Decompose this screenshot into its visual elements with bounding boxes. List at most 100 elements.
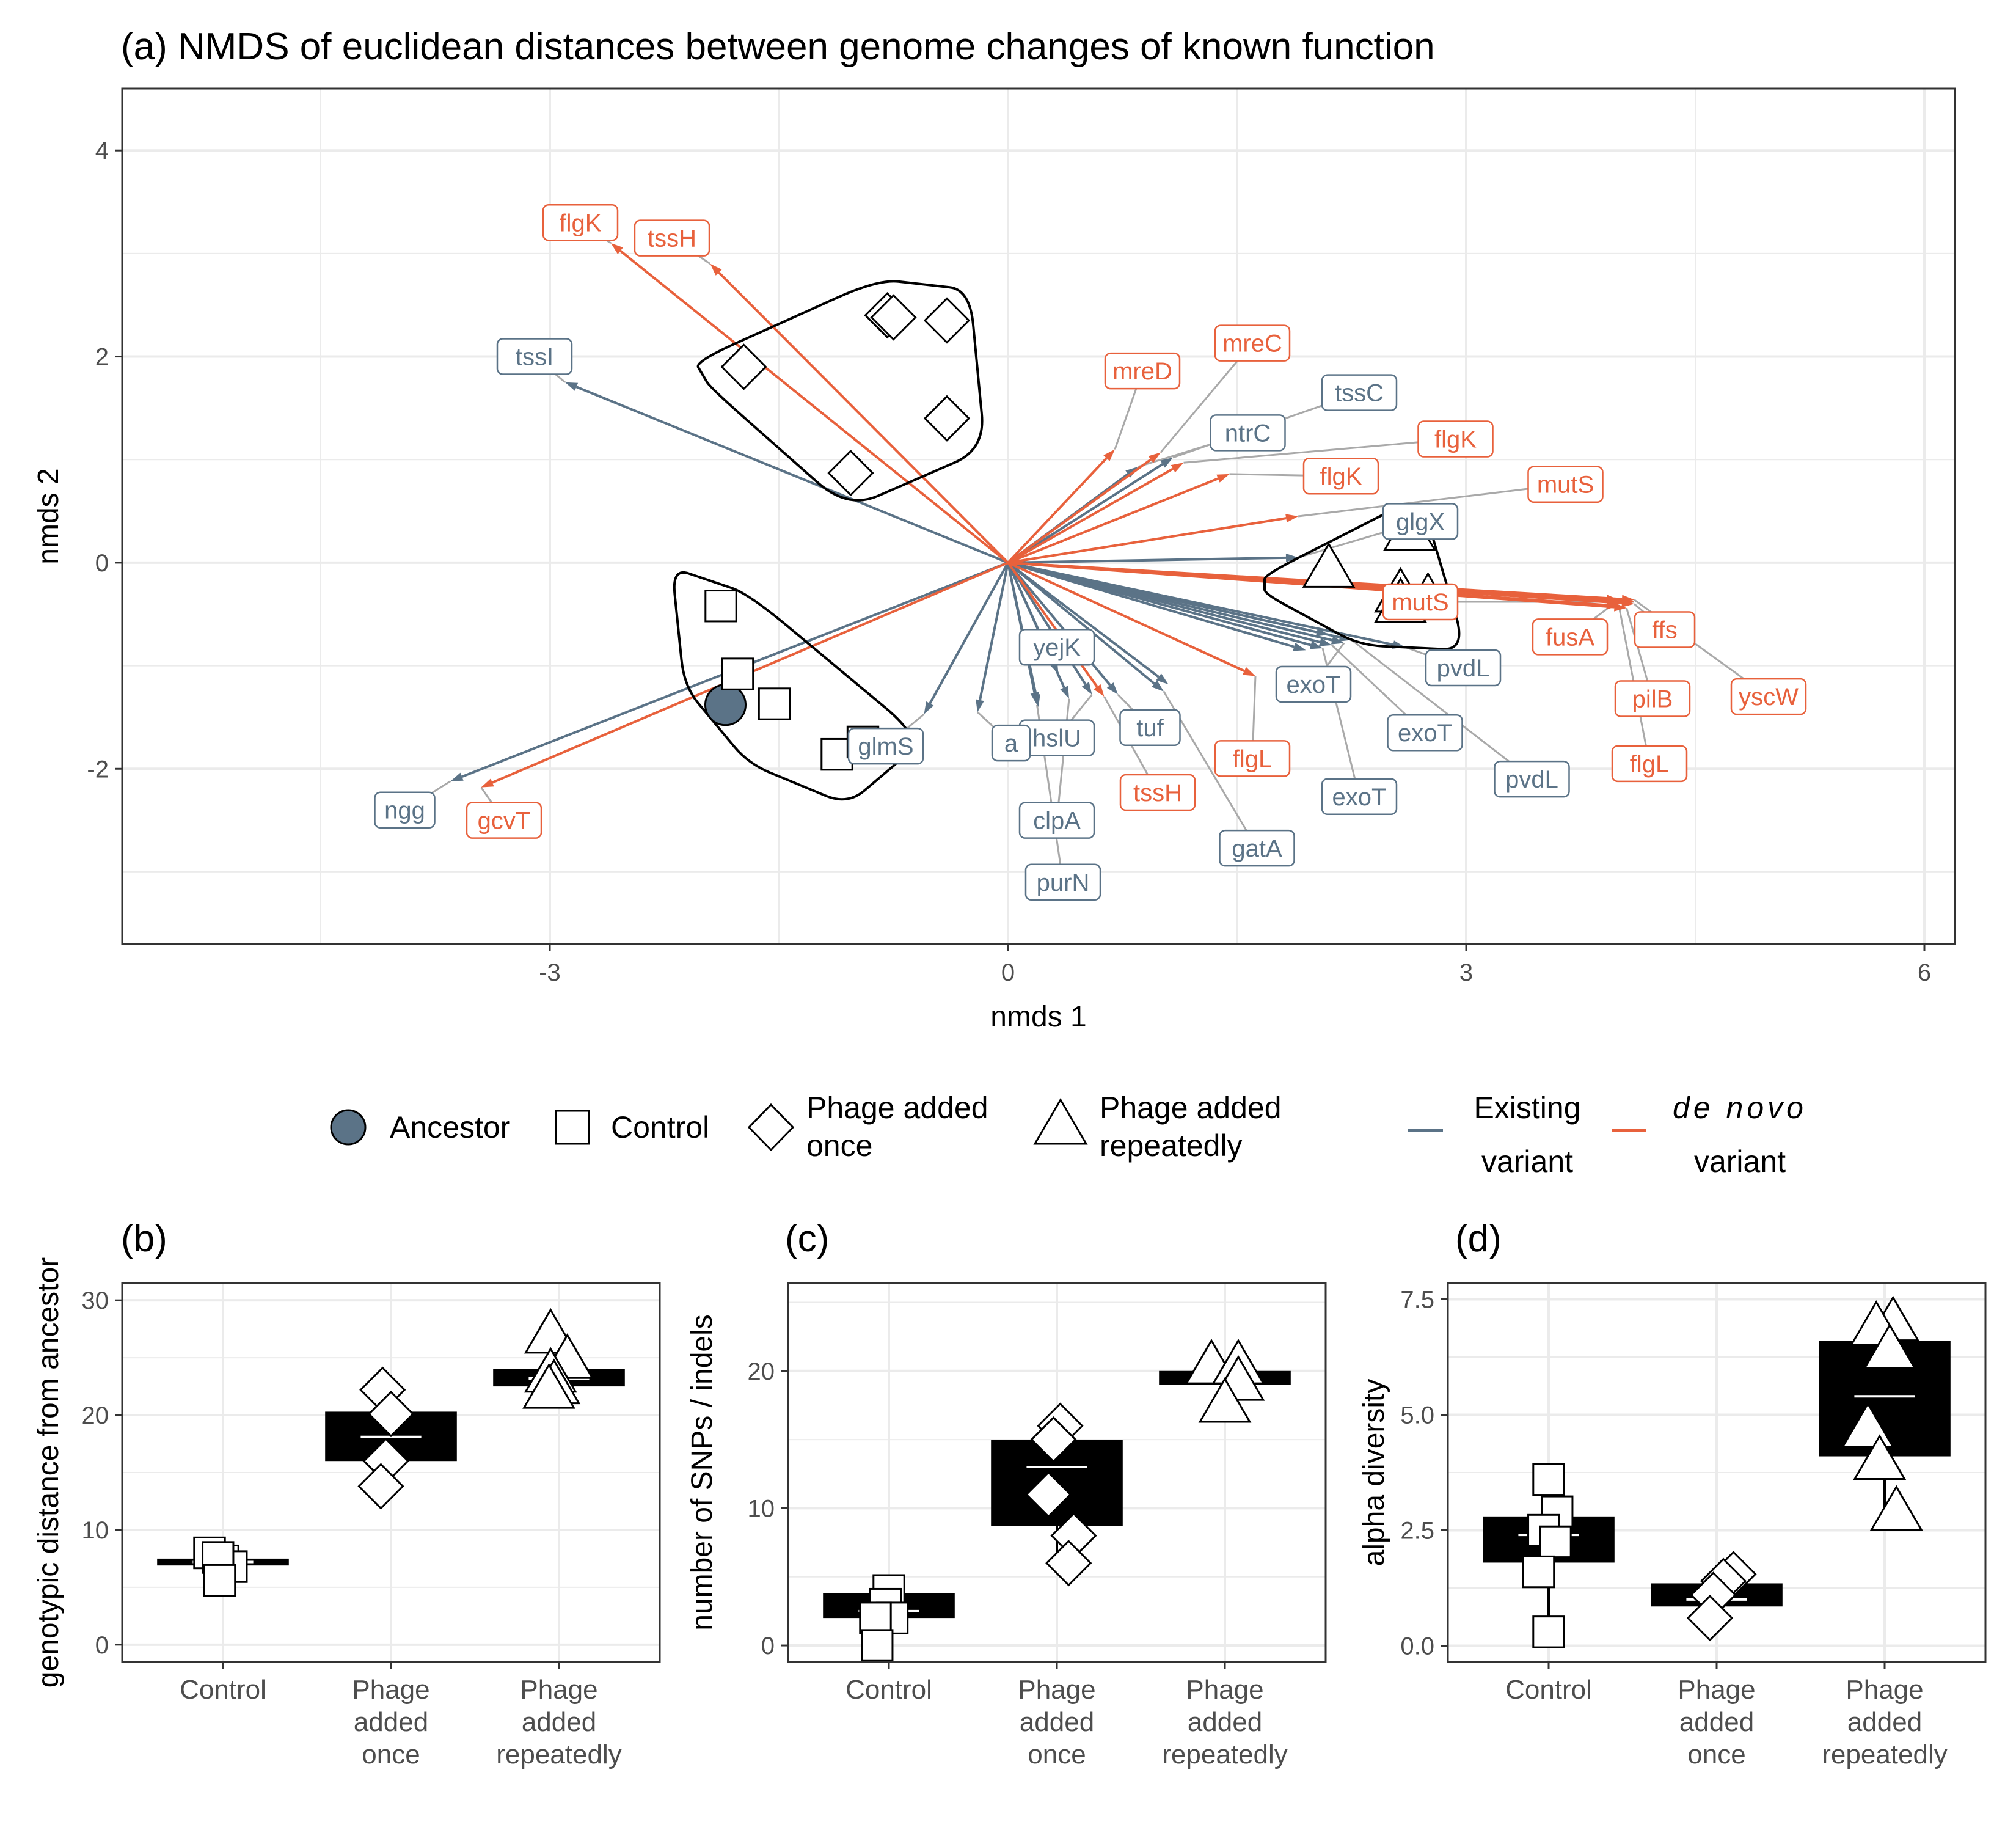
point-once	[1025, 1471, 1072, 1518]
category-label: added	[1679, 1707, 1754, 1737]
gene-label-hslU: hslU	[1018, 719, 1095, 756]
gene-label-pvdL: pvdL	[1425, 649, 1502, 687]
gene-label-tssC: tssC	[1321, 374, 1398, 411]
gene-label-box	[1730, 678, 1807, 715]
gene-label-text: a	[1004, 730, 1018, 757]
gene-label-tssH: tssH	[1119, 774, 1196, 811]
arrow-unlabeled	[1007, 562, 1037, 695]
gene-label-clpA: clpA	[1018, 802, 1095, 839]
arrowhead	[481, 778, 494, 788]
point-control	[721, 657, 754, 690]
x-tick-label: 6	[1918, 959, 1931, 986]
y-tick-label: 10	[82, 1517, 109, 1544]
gene-label-text: flgL	[1630, 751, 1670, 778]
y-tick-label: -2	[87, 756, 109, 783]
point-once	[1686, 1595, 1734, 1642]
gene-label-box	[542, 204, 619, 241]
point-control	[1539, 1525, 1572, 1559]
legend-control-label: Control	[611, 1110, 709, 1144]
arrow-mreD	[1007, 457, 1108, 564]
gene-label-box	[1018, 802, 1095, 839]
arrowhead	[976, 699, 984, 712]
arrow-a	[979, 562, 1009, 701]
category-label: repeatedly	[1822, 1740, 1947, 1769]
arrow-tssH	[718, 271, 1009, 564]
category-label: Control	[180, 1675, 266, 1705]
gene-label-text: clpA	[1033, 808, 1081, 835]
connector	[1351, 639, 1533, 780]
gene-label-box	[1527, 466, 1604, 503]
arrowhead	[1315, 627, 1329, 637]
arrowhead	[1094, 684, 1105, 697]
legend-repeat-icon	[1033, 1098, 1088, 1145]
gene-label-text: gatA	[1232, 835, 1282, 862]
arrowhead	[1171, 463, 1184, 473]
y-tick-label: 2	[95, 344, 109, 371]
legend-once-label-1: Phage added	[806, 1091, 988, 1125]
gene-label-text: fusA	[1546, 624, 1594, 651]
legend: Ancestor Control Phage added once Phage …	[330, 1091, 1803, 1179]
gene-label-box	[1210, 414, 1286, 452]
arrowhead	[1614, 602, 1627, 612]
hull-once	[696, 280, 984, 502]
category-label: Control	[845, 1675, 932, 1705]
category-label: repeatedly	[496, 1740, 621, 1769]
legend-existing-label-1: Existing	[1474, 1091, 1580, 1125]
point-once	[367, 1391, 415, 1438]
arrow-tssH	[1007, 562, 1098, 688]
legend-once-icon	[747, 1103, 795, 1152]
arrowhead	[1081, 682, 1092, 695]
point-repeat	[1198, 1377, 1252, 1423]
gene-label-text: exoT	[1287, 671, 1341, 698]
gene-label-box	[1614, 680, 1691, 717]
gene-label-text: flgK	[560, 210, 602, 236]
gene-label-text: gcvT	[478, 808, 531, 835]
gene-label-text: hslU	[1032, 725, 1081, 752]
gene-label-text: pvdL	[1505, 766, 1558, 793]
gene-label-box	[496, 338, 573, 375]
point-repeat	[1302, 542, 1356, 588]
gene-label-text: ffs	[1652, 617, 1678, 644]
gene-label-box	[991, 724, 1031, 762]
gene-label-gatA: gatA	[1219, 829, 1295, 867]
panelB-title: (b)	[121, 1218, 167, 1260]
gene-label-box	[374, 791, 436, 829]
gene-label-text: ntrC	[1225, 420, 1271, 447]
arrowhead	[1331, 636, 1344, 645]
arrowhead	[1606, 601, 1619, 610]
legend-existing-label-2: variant	[1481, 1144, 1573, 1179]
category-label: once	[1028, 1740, 1086, 1769]
gene-label-exoT: exoT	[1275, 665, 1352, 703]
gene-label-tuf: tuf	[1119, 709, 1181, 747]
gene-label-box	[1417, 420, 1494, 458]
gene-label-text: flgL	[1233, 745, 1273, 772]
gene-label-flgK: flgK	[542, 204, 619, 241]
gene-label-pvdL: pvdL	[1494, 760, 1570, 798]
arrowhead	[611, 243, 623, 255]
gene-label-tssH: tssH	[634, 219, 710, 257]
point-repeat	[1869, 1485, 1923, 1531]
point-once	[870, 294, 917, 341]
category-label: Phage	[1018, 1675, 1095, 1705]
legend-repeat-label-2: repeatedly	[1100, 1129, 1243, 1163]
point-control	[1522, 1555, 1555, 1589]
gene-label-box	[1611, 745, 1688, 783]
gene-label-flgK: flgK	[1417, 420, 1494, 458]
gene-label-glgX: glgX	[1382, 503, 1459, 540]
legend-once-label-2: once	[806, 1129, 872, 1163]
arrowhead	[1032, 694, 1040, 708]
gene-label-text: pvdL	[1437, 655, 1490, 682]
arrow-unlabeled	[1007, 561, 1317, 634]
y-tick-label: 0	[761, 1633, 775, 1659]
category-label: Phage	[1186, 1675, 1263, 1705]
gene-label-text: mreC	[1222, 331, 1282, 357]
gene-label-yscW: yscW	[1730, 678, 1807, 715]
panel-a-title: (a) NMDS of euclidean distances between …	[121, 26, 1435, 68]
gene-label-text: tuf	[1136, 715, 1164, 742]
gene-label-text: mreD	[1112, 358, 1172, 385]
arrow-flgK	[619, 249, 1009, 564]
legend-denovo-label-2: variant	[1694, 1144, 1786, 1179]
y-tick-label: 0.0	[1400, 1633, 1434, 1660]
gene-label-mutS: mutS	[1382, 583, 1459, 621]
